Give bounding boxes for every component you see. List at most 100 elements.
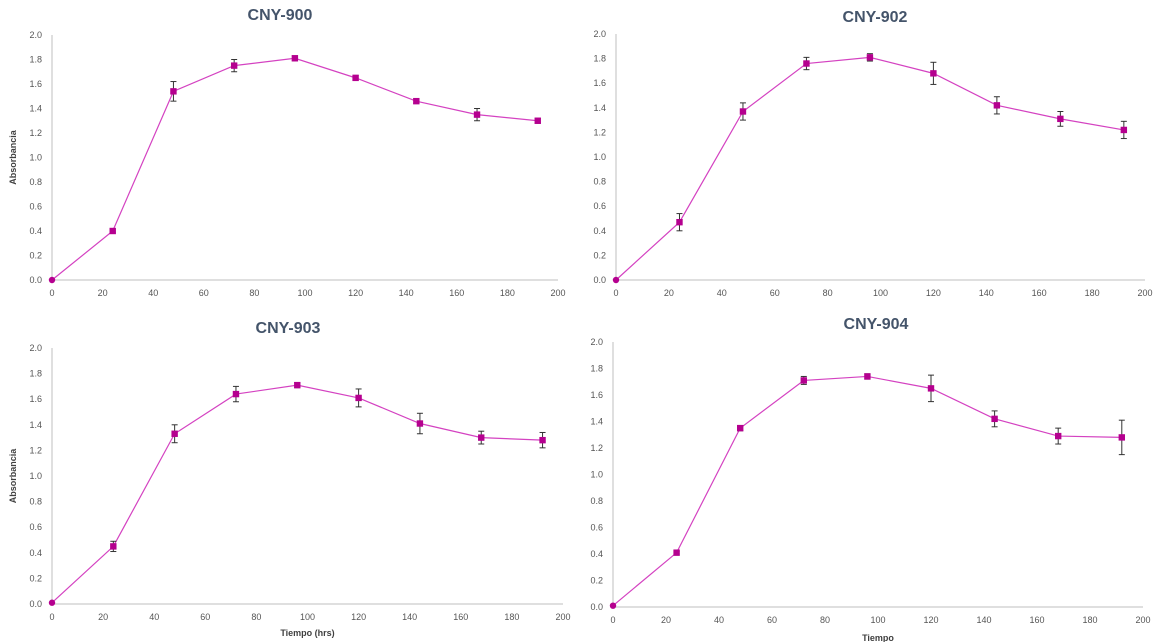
x-axis-label: Tiempo — [862, 633, 894, 642]
x-tick-label: 140 — [979, 288, 994, 298]
data-point — [48, 599, 56, 606]
y-tick-label: 1.8 — [590, 364, 603, 374]
x-tick-label: 160 — [1032, 288, 1047, 298]
data-point — [612, 276, 620, 284]
x-tick-label: 20 — [661, 615, 671, 625]
y-tick-label: 0.4 — [29, 226, 42, 236]
y-tick-label: 1.6 — [590, 390, 603, 400]
series-line — [615, 56, 1124, 281]
x-tick-label: 0 — [613, 288, 618, 298]
y-tick-label: 0.2 — [29, 573, 42, 583]
y-tick-label: 1.0 — [593, 152, 606, 162]
y-tick-label: 1.0 — [590, 470, 603, 480]
data-point — [1118, 434, 1125, 441]
x-tick-label: 60 — [199, 288, 209, 298]
x-tick-label: 160 — [453, 612, 468, 622]
y-tick-label: 1.4 — [590, 417, 603, 427]
data-point — [800, 377, 807, 384]
chart-title: CNY-900 — [248, 7, 313, 24]
y-tick-label: 0.2 — [29, 251, 42, 261]
data-point — [737, 424, 744, 432]
data-point — [673, 549, 680, 556]
y-axis-label: Absorbancia — [8, 129, 18, 185]
x-tick-label: 120 — [926, 288, 941, 298]
y-tick-label: 1.2 — [29, 445, 42, 455]
data-point — [416, 420, 424, 427]
chart-panel-4: CNY-904 0.0 0.2 0.4 0.6 0.8 1.0 1.2 1.4 1.6 1.8 2.0… — [590, 316, 1150, 642]
x-tick-label: 120 — [923, 615, 938, 625]
chart-panel-2: CNY-902 0.0 0.2 0.4 0.6 0.8 1.0 1.2 1.4 1.6 1.8 2.0… — [593, 9, 1152, 298]
data-point — [352, 74, 359, 82]
x-tick-label: 120 — [348, 288, 363, 298]
data-point — [291, 55, 299, 62]
series-line — [51, 384, 543, 604]
data-point — [609, 602, 617, 609]
x-tick-label: 100 — [873, 288, 888, 298]
x-tick-label: 140 — [976, 615, 991, 625]
y-tick-label: 1.8 — [29, 369, 42, 379]
y-tick-label: 1.8 — [593, 54, 606, 64]
y-tick-label: 0.6 — [29, 522, 42, 532]
x-tick-label: 140 — [399, 288, 414, 298]
data-point — [927, 385, 935, 392]
x-tick-label: 40 — [149, 612, 159, 622]
x-axis-label: Tiempo (hrs) — [280, 628, 334, 638]
data-point — [739, 108, 747, 115]
data-point — [171, 430, 178, 437]
x-tick-label: 120 — [351, 612, 366, 622]
x-tick-label: 80 — [820, 615, 830, 625]
x-tick-label: 140 — [402, 612, 417, 622]
x-tick-label: 100 — [297, 288, 312, 298]
x-tick-label: 40 — [148, 288, 158, 298]
data-point — [1120, 126, 1128, 134]
y-tick-label: 1.6 — [593, 78, 606, 88]
y-tick-label: 1.4 — [29, 420, 42, 430]
x-tick-label: 180 — [504, 612, 519, 622]
x-tick-label: 20 — [98, 288, 108, 298]
data-point — [1055, 432, 1062, 440]
x-tick-label: 80 — [251, 612, 261, 622]
data-point — [473, 111, 481, 118]
x-tick-label: 180 — [1085, 288, 1100, 298]
y-tick-label: 0.2 — [593, 250, 606, 260]
y-tick-label: 0.4 — [29, 548, 42, 558]
x-tick-label: 160 — [1029, 615, 1044, 625]
data-point — [478, 434, 485, 441]
x-tick-label: 180 — [1082, 615, 1097, 625]
y-tick-label: 0.6 — [590, 523, 603, 533]
y-tick-label: 2.0 — [590, 337, 603, 347]
y-tick-label: 0.8 — [29, 177, 42, 187]
chart-title: CNY-904 — [844, 316, 909, 333]
data-point — [413, 97, 420, 105]
y-tick-label: 1.0 — [29, 153, 42, 163]
chart-title: CNY-903 — [256, 320, 321, 337]
y-tick-label: 1.4 — [29, 104, 42, 114]
y-tick-label: 1.4 — [593, 103, 606, 113]
x-tick-label: 180 — [500, 288, 515, 298]
series-line — [612, 375, 1122, 607]
data-point — [355, 394, 362, 402]
data-point — [109, 227, 116, 235]
data-point — [993, 102, 1001, 109]
data-point — [803, 60, 810, 67]
y-tick-label: 0.0 — [590, 602, 603, 612]
y-tick-label: 0.8 — [29, 497, 42, 507]
y-tick-label: 0.4 — [593, 226, 606, 236]
data-point — [170, 88, 177, 95]
x-tick-label: 0 — [610, 615, 615, 625]
x-tick-label: 200 — [550, 288, 565, 298]
y-tick-label: 0.2 — [590, 576, 603, 586]
x-tick-label: 200 — [555, 612, 570, 622]
data-point — [676, 218, 683, 226]
y-tick-label: 0.0 — [29, 599, 42, 609]
y-tick-label: 1.2 — [593, 127, 606, 137]
y-tick-label: 0.8 — [593, 177, 606, 187]
chart-title: CNY-902 — [843, 9, 908, 26]
data-point — [110, 543, 117, 550]
x-tick-label: 80 — [823, 288, 833, 298]
x-tick-label: 200 — [1135, 615, 1150, 625]
x-tick-label: 60 — [770, 288, 780, 298]
data-point — [991, 415, 998, 423]
y-tick-label: 0.8 — [590, 496, 603, 506]
